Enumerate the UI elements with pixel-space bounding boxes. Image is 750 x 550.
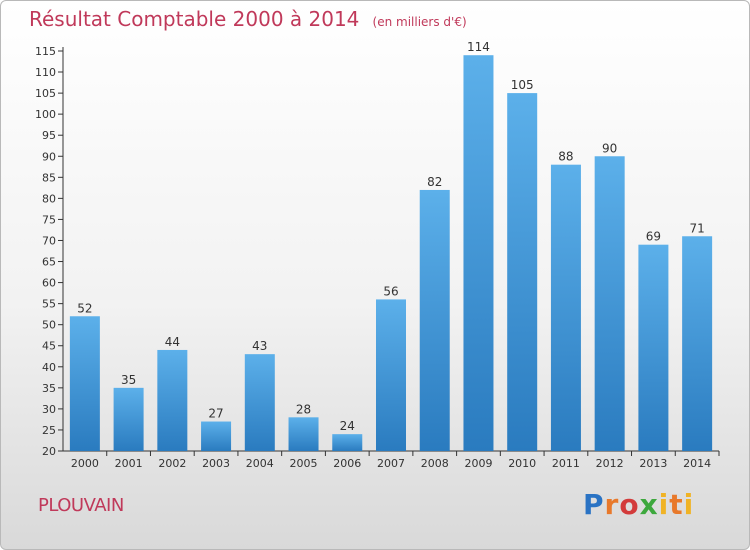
data-label-2001: 35 xyxy=(121,373,136,387)
data-label-2010: 105 xyxy=(511,78,534,92)
y-tick-label: 35 xyxy=(42,382,56,395)
data-label-2004: 43 xyxy=(252,339,267,353)
data-label-2011: 88 xyxy=(558,150,573,164)
y-tick-label: 85 xyxy=(42,171,56,184)
x-tick-label: 2011 xyxy=(552,457,580,470)
x-tick-label: 2004 xyxy=(246,457,274,470)
data-label-2013: 69 xyxy=(646,230,661,244)
x-tick-label: 2000 xyxy=(71,457,99,470)
y-axis: 20 25 30 35 40 45 50 55 60 65 70 75 80 85 90 95 100 105 11… xyxy=(35,45,64,458)
logo-letter: i xyxy=(658,488,670,521)
chart-unit: (en milliers d'€) xyxy=(372,15,467,29)
x-tick-label: 2010 xyxy=(508,457,536,470)
data-label-2000: 52 xyxy=(77,301,92,315)
bar-2011 xyxy=(550,164,581,451)
x-tick-label: 2013 xyxy=(639,457,667,470)
y-tick-label: 45 xyxy=(42,340,56,353)
x-tick-label: 2006 xyxy=(333,457,361,470)
logo-letter: i xyxy=(683,488,695,521)
logo-letter: P xyxy=(583,488,605,521)
y-tick-label: 105 xyxy=(35,87,56,100)
title-row: Résultat Comptable 2000 à 2014 (en milli… xyxy=(29,7,467,31)
data-label-2012: 90 xyxy=(602,141,617,155)
bar-2008 xyxy=(419,189,450,451)
data-label-2005: 28 xyxy=(296,402,311,416)
x-tick-label: 2008 xyxy=(421,457,449,470)
y-tick-label: 55 xyxy=(42,298,56,311)
data-label-2003: 27 xyxy=(208,407,223,421)
bar-2014 xyxy=(682,236,713,451)
bar-2012 xyxy=(594,156,625,451)
bar-2000 xyxy=(69,316,100,451)
y-tick-label: 75 xyxy=(42,213,56,226)
y-tick-label: 50 xyxy=(42,319,56,332)
data-label-2014: 71 xyxy=(689,221,704,235)
bar-2002 xyxy=(157,349,188,451)
data-label-2002: 44 xyxy=(165,335,180,349)
data-label-2008: 82 xyxy=(427,175,442,189)
bar-2001 xyxy=(113,387,144,451)
bar-2010 xyxy=(507,93,538,452)
y-tick-label: 90 xyxy=(42,150,56,163)
logo-letter: t xyxy=(669,488,684,521)
bar-2013 xyxy=(638,244,669,451)
x-axis: 2000 2001 2002 2003 2004 2005 2006 2007 2008 2009… xyxy=(63,450,720,470)
bars xyxy=(69,55,713,452)
bar-2006 xyxy=(332,434,363,451)
y-tick-label: 65 xyxy=(42,256,56,269)
y-tick-label: 100 xyxy=(35,108,56,121)
x-tick-label: 2003 xyxy=(202,457,230,470)
x-tick-label: 2009 xyxy=(464,457,492,470)
bar-2003 xyxy=(201,421,232,451)
y-tick-label: 70 xyxy=(42,234,56,247)
y-tick-label: 110 xyxy=(35,66,56,79)
data-label-2009: 114 xyxy=(467,40,490,54)
bar-2007 xyxy=(376,299,406,451)
data-label-2006: 24 xyxy=(340,419,355,433)
bar-2004 xyxy=(244,354,275,451)
logo-letter: o xyxy=(619,488,640,521)
y-tick-label: 25 xyxy=(42,424,56,437)
bar-2005 xyxy=(288,417,319,451)
commune-name: PLOUVAIN xyxy=(38,495,124,516)
x-tick-label: 2005 xyxy=(290,457,318,470)
bar-2009 xyxy=(463,55,494,452)
data-labels: 52 35 44 27 43 28 24 56 82 114 105 88 90 69 71 xyxy=(77,40,705,433)
y-tick-label: 20 xyxy=(42,445,56,458)
x-tick-label: 2007 xyxy=(377,457,405,470)
logo-letter: x xyxy=(639,488,659,521)
x-tick-label: 2012 xyxy=(596,457,624,470)
x-tick-label: 2002 xyxy=(158,457,186,470)
x-tick-label: 2001 xyxy=(115,457,143,470)
logo-letter: r xyxy=(604,488,620,521)
data-label-2007: 56 xyxy=(383,284,398,298)
x-tick-label: 2014 xyxy=(683,457,711,470)
y-tick-label: 40 xyxy=(42,361,56,374)
chart-title: Résultat Comptable 2000 à 2014 xyxy=(29,7,360,31)
y-tick-label: 95 xyxy=(42,129,56,142)
y-tick-label: 80 xyxy=(42,192,56,205)
y-tick-label: 60 xyxy=(42,277,56,290)
proxiti-logo: Proxiti xyxy=(583,488,694,521)
y-tick-label: 115 xyxy=(35,45,56,58)
y-tick-label: 30 xyxy=(42,403,56,416)
